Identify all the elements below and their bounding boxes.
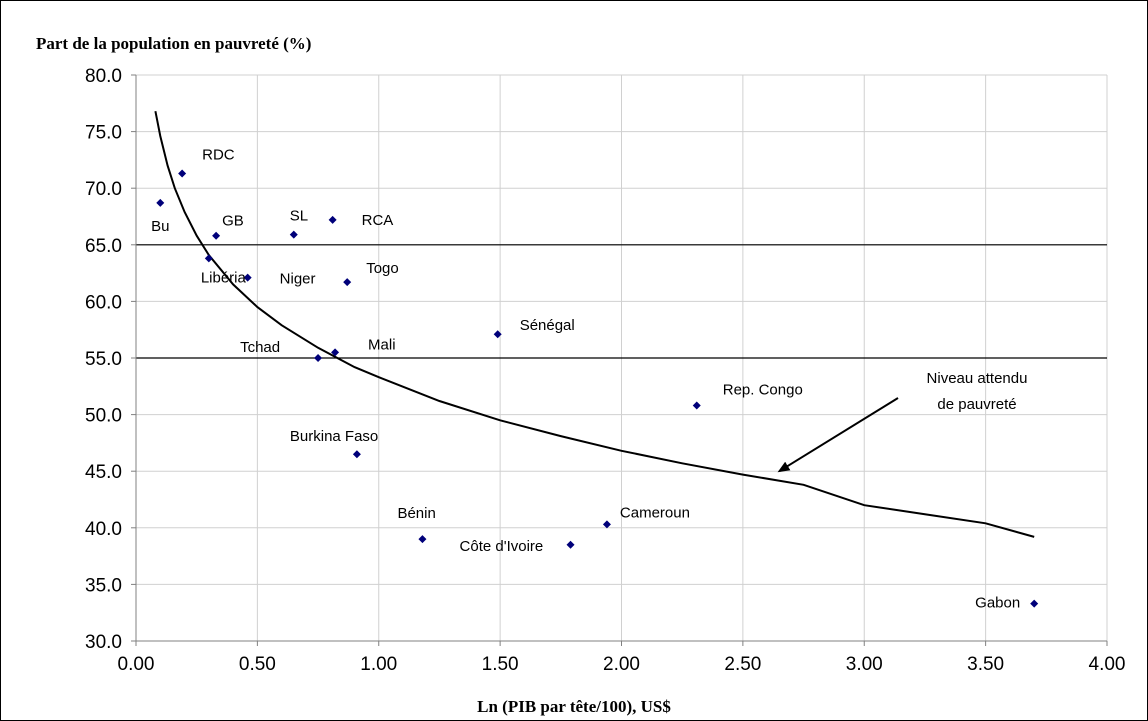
x-tick-label-8: 4.00 — [1089, 654, 1126, 675]
x-axis-ticks: 0.00 0.50 1.00 1.50 2.00 2.50 3.00 3.50 4.00 — [118, 641, 1126, 675]
data-point-niger — [243, 273, 252, 282]
expected-poverty-curve-line — [154, 111, 1035, 538]
point-label-rca: RCA — [362, 212, 394, 229]
point-label-c-te-d-ivoire: Côte d'Ivoire — [460, 538, 544, 555]
x-tick-label-3: 1.50 — [482, 654, 519, 675]
data-point-lib-ria — [204, 254, 213, 263]
point-label-b-nin: Bénin — [397, 505, 435, 522]
point-label-gb: GB — [222, 213, 244, 230]
y-axis-ticks: 30.0 35.0 40.0 45.0 50.0 55.0 60.0 65.0 70.0 75.0… — [85, 66, 136, 653]
point-label-togo: Togo — [366, 260, 399, 277]
y-tick-label-5: 55.0 — [85, 349, 122, 370]
annotation: Niveau attendu de pauvreté — [777, 370, 1028, 473]
point-label-gabon: Gabon — [975, 595, 1020, 612]
data-point-b-nin — [418, 535, 427, 544]
point-label-bu: Bu — [151, 218, 169, 235]
point-label-niger: Niger — [280, 271, 316, 288]
y-tick-label-0: 30.0 — [85, 632, 122, 653]
data-point-gabon — [1030, 599, 1039, 608]
point-label-cameroun: Cameroun — [620, 504, 690, 521]
annotation-line-2: de pauvreté — [937, 396, 1016, 413]
y-tick-label-6: 60.0 — [85, 292, 122, 313]
reference-lines — [136, 244, 1107, 359]
y-tick-label-10: 80.0 — [85, 66, 122, 87]
y-tick-label-9: 75.0 — [85, 123, 122, 144]
expected-poverty-curve — [154, 111, 1035, 538]
data-points — [156, 169, 1039, 608]
point-label-rdc: RDC — [202, 146, 235, 163]
x-tick-label-5: 2.50 — [724, 654, 761, 675]
y-tick-label-1: 35.0 — [85, 575, 122, 596]
y-tick-label-7: 65.0 — [85, 236, 122, 257]
data-point-burkina-faso — [352, 450, 361, 459]
y-tick-label-2: 40.0 — [85, 519, 122, 540]
y-tick-label-3: 45.0 — [85, 462, 122, 483]
point-labels: Bu RDC Libéria GB Niger SL Tchad RCA Mali Togo Bur… — [151, 146, 1020, 611]
data-point-tchad — [314, 354, 323, 362]
y-tick-label-4: 50.0 — [85, 406, 122, 427]
x-tick-label-6: 3.00 — [846, 654, 883, 675]
x-tick-label-7: 3.50 — [967, 654, 1004, 675]
x-tick-label-1: 0.50 — [239, 654, 276, 675]
data-point-cameroun — [602, 520, 611, 529]
data-point-c-te-d-ivoire — [566, 540, 575, 549]
y-axis-title: Part de la population en pauvreté (%) — [36, 34, 311, 53]
x-tick-label-4: 2.00 — [603, 654, 640, 675]
point-label-lib-ria: Libéria — [201, 269, 247, 286]
y-tick-label-8: 70.0 — [85, 179, 122, 200]
annotation-line-1: Niveau attendu — [927, 370, 1028, 387]
point-label-sl: SL — [290, 208, 308, 225]
point-label-rep-congo: Rep. Congo — [723, 382, 803, 399]
data-point-mali — [331, 348, 340, 357]
data-point-rep-congo — [692, 401, 701, 410]
x-tick-label-0: 0.00 — [118, 654, 155, 675]
data-point-sl — [289, 230, 298, 239]
point-label-mali: Mali — [368, 336, 396, 353]
data-point-gb — [212, 231, 221, 240]
x-tick-label-2: 1.00 — [360, 654, 397, 675]
x-axis-title: Ln (PIB par tête/100), US$ — [477, 697, 671, 716]
point-label-burkina-faso: Burkina Faso — [290, 428, 378, 445]
data-point-togo — [343, 278, 352, 287]
data-point-rdc — [178, 169, 187, 178]
data-point-bu — [156, 198, 165, 207]
point-label-tchad: Tchad — [240, 339, 280, 356]
data-point-rca — [328, 215, 337, 224]
data-point-s-n-gal — [493, 330, 502, 339]
annotation-arrow — [777, 397, 899, 473]
point-label-s-n-gal: Sénégal — [520, 317, 575, 334]
